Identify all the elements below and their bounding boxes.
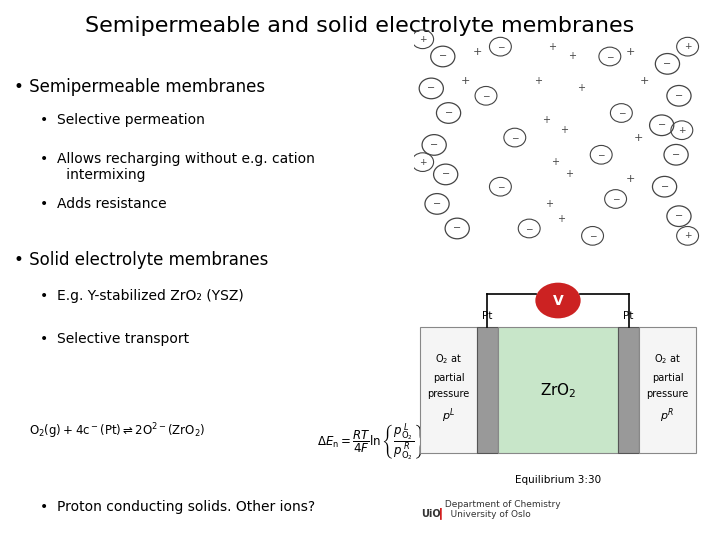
Text: +: +: [472, 46, 482, 57]
Text: •  Selective transport: • Selective transport: [40, 332, 189, 346]
Ellipse shape: [561, 178, 613, 210]
Text: $\mathrm{O_2}$ at: $\mathrm{O_2}$ at: [435, 352, 462, 366]
Text: −: −: [660, 181, 669, 192]
Text: −: −: [427, 83, 436, 93]
Text: •  Proton conducting solids. Other ions?: • Proton conducting solids. Other ions?: [40, 500, 315, 514]
Ellipse shape: [459, 91, 531, 135]
Text: •  Adds resistance: • Adds resistance: [40, 197, 166, 211]
Text: +: +: [551, 157, 559, 167]
Text: +: +: [625, 174, 635, 184]
Text: −: −: [675, 91, 683, 101]
Ellipse shape: [483, 53, 546, 90]
Bar: [477, 327, 498, 453]
Text: +: +: [419, 35, 426, 44]
Text: −: −: [511, 133, 518, 142]
Text: •  Selective permeation: • Selective permeation: [40, 113, 204, 127]
Text: −: −: [612, 194, 619, 204]
Bar: [498, 327, 618, 453]
Text: −: −: [663, 59, 672, 69]
Text: +: +: [559, 125, 568, 135]
Text: −: −: [430, 140, 438, 150]
Text: −: −: [526, 224, 533, 233]
Text: −: −: [657, 120, 666, 130]
Text: partial: partial: [652, 373, 683, 383]
Text: Department of Chemistry
   University of Oslo: Department of Chemistry University of Os…: [442, 500, 561, 519]
Text: −: −: [453, 224, 462, 233]
Bar: [420, 327, 477, 453]
Text: partial: partial: [433, 373, 464, 383]
Text: +: +: [625, 46, 635, 57]
Ellipse shape: [474, 136, 538, 173]
Bar: [618, 327, 639, 453]
Text: Equilibrium 3:30: Equilibrium 3:30: [515, 475, 601, 485]
Ellipse shape: [508, 220, 580, 252]
Text: $\mathrm{O_2(g)+4c^-(Pt)\rightleftharpoons 2O^{2-}(ZrO_2)}$: $\mathrm{O_2(g)+4c^-(Pt)\rightleftharpoo…: [29, 421, 205, 441]
Text: −: −: [618, 109, 625, 118]
Text: Semipermeable and solid electrolyte membranes: Semipermeable and solid electrolyte memb…: [86, 16, 634, 36]
Text: −: −: [433, 199, 441, 209]
Text: +: +: [545, 199, 554, 209]
Text: pressure: pressure: [647, 389, 688, 399]
Text: pressure: pressure: [428, 389, 469, 399]
Text: −: −: [497, 42, 504, 51]
Text: +: +: [577, 83, 585, 93]
Text: $p^L$: $p^L$: [442, 406, 455, 424]
Text: −: −: [672, 150, 680, 160]
Text: $p^R$: $p^R$: [660, 406, 675, 424]
Text: +: +: [634, 132, 644, 143]
Ellipse shape: [539, 130, 606, 170]
Text: +: +: [568, 51, 577, 62]
Text: $\mathrm{ZrO_2}$: $\mathrm{ZrO_2}$: [540, 381, 576, 400]
Text: +: +: [565, 170, 574, 179]
Text: +: +: [534, 76, 542, 86]
Text: −: −: [589, 231, 596, 240]
Text: −: −: [497, 182, 504, 191]
Text: −: −: [482, 91, 490, 100]
Text: +: +: [557, 214, 565, 224]
Bar: [639, 327, 696, 453]
Ellipse shape: [555, 49, 607, 79]
Text: $\mathrm{O_2}$ at: $\mathrm{O_2}$ at: [654, 352, 681, 366]
Circle shape: [536, 284, 580, 318]
Text: −: −: [606, 52, 613, 61]
Text: •  Allows recharging without e.g. cation
      intermixing: • Allows recharging without e.g. cation …: [40, 152, 315, 183]
Ellipse shape: [535, 86, 593, 125]
Text: Pt: Pt: [482, 310, 492, 321]
Text: •  E.g. Y-stabilized ZrO₂ (YSZ): • E.g. Y-stabilized ZrO₂ (YSZ): [40, 289, 243, 303]
Text: +: +: [684, 231, 691, 240]
Text: • Semipermeable membranes: • Semipermeable membranes: [14, 78, 266, 96]
Text: Pt: Pt: [624, 310, 634, 321]
Text: +: +: [542, 116, 551, 125]
Text: $\Delta E_\mathrm{n}=\dfrac{RT}{4F}\ln\left\{\dfrac{p^{\,L}_{\mathrm{O_2}}}{p^{\: $\Delta E_\mathrm{n}=\dfrac{RT}{4F}\ln\l…: [317, 421, 426, 463]
Text: +: +: [684, 42, 691, 51]
Text: +: +: [419, 158, 426, 167]
Text: −: −: [438, 51, 447, 62]
Text: V: V: [553, 294, 563, 307]
Text: +: +: [678, 126, 685, 134]
Text: −: −: [598, 150, 605, 159]
Text: −: −: [441, 170, 450, 179]
Text: +: +: [548, 42, 557, 52]
Text: −: −: [444, 108, 453, 118]
Text: +: +: [639, 76, 649, 86]
Text: −: −: [675, 211, 683, 221]
Text: +: +: [461, 76, 471, 86]
Text: • Solid electrolyte membranes: • Solid electrolyte membranes: [14, 251, 269, 269]
Text: UiO: UiO: [421, 509, 441, 519]
Text: ┃: ┃: [438, 508, 444, 519]
Ellipse shape: [495, 182, 552, 216]
